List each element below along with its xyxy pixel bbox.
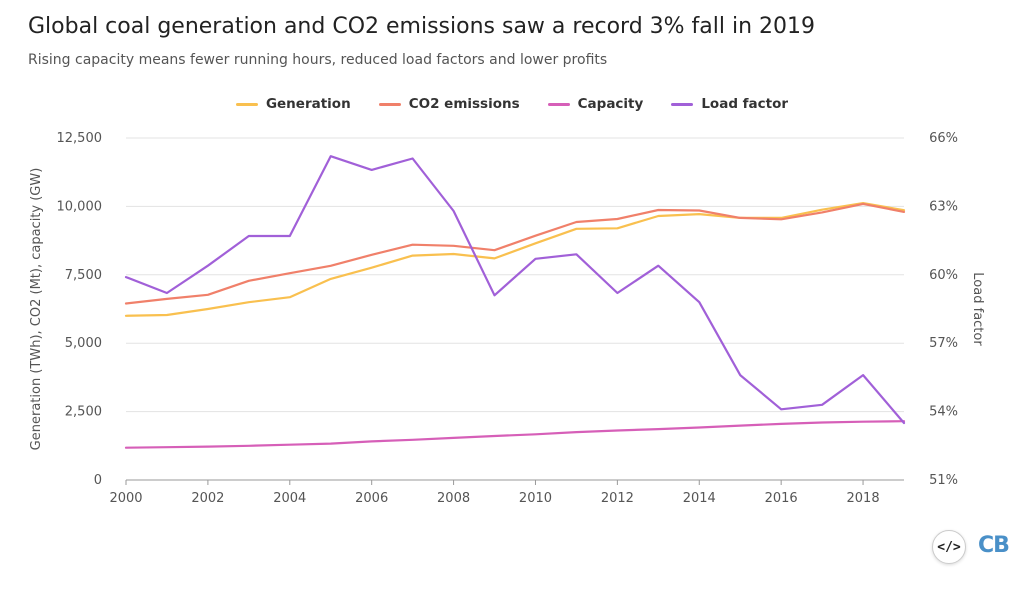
- x-tick-label: 2018: [847, 491, 880, 506]
- legend-label-co2-emissions: CO2 emissions: [408, 96, 520, 112]
- legend-swatch-co2-emissions: [378, 102, 401, 106]
- y-tick-label-right: 60%: [929, 268, 958, 283]
- y-tick-label-left: 0: [94, 473, 102, 488]
- series-line-co2-emissions[interactable]: [124, 202, 906, 305]
- legend-item-generation[interactable]: Generation: [235, 96, 351, 112]
- x-tick-label: 2012: [601, 491, 634, 506]
- chart-legend: Generation CO2 emissions Capacity Load f…: [0, 96, 1024, 112]
- chart-title: Global coal generation and CO2 emissions…: [28, 14, 816, 39]
- x-tick-label: 2000: [109, 491, 142, 506]
- y-axis-right-title: Load factor: [970, 272, 985, 346]
- axis-layer: 0 51% 2,500 54% 5,000 57% 7,500 60% 10,000 63% 12,…: [57, 131, 959, 506]
- grid-layer: [126, 137, 904, 481]
- chart-subtitle: Rising capacity means fewer running hour…: [28, 52, 608, 68]
- legend-item-capacity[interactable]: Capacity: [547, 96, 644, 112]
- x-tick-label: 2010: [519, 491, 552, 506]
- series-line-capacity[interactable]: [124, 420, 906, 449]
- series-layer: [124, 155, 906, 449]
- legend-item-co2-emissions[interactable]: CO2 emissions: [378, 96, 520, 112]
- series-line-generation[interactable]: [124, 202, 906, 317]
- series-line-load-factor[interactable]: [124, 155, 906, 425]
- x-tick-label: 2004: [273, 491, 306, 506]
- embed-code-icon[interactable]: </>: [932, 530, 966, 564]
- y-tick-label-right: 66%: [929, 131, 958, 146]
- legend-label-capacity: Capacity: [577, 96, 644, 112]
- x-tick-label: 2002: [191, 491, 224, 506]
- carbonbrief-logo: CB: [978, 533, 1010, 558]
- y-tick-label-right: 54%: [929, 405, 958, 420]
- legend-swatch-load-factor: [671, 102, 694, 106]
- legend-label-load-factor: Load factor: [701, 96, 789, 112]
- y-tick-label-left: 5,000: [65, 336, 102, 351]
- y-tick-label-left: 2,500: [65, 405, 102, 420]
- legend-swatch-capacity: [547, 102, 570, 106]
- y-axis-left-title: Generation (TWh), CO2 (Mt), capacity (GW…: [29, 168, 44, 451]
- y-tick-label-left: 7,500: [65, 268, 102, 283]
- x-tick-label: 2014: [683, 491, 716, 506]
- x-tick-label: 2008: [437, 491, 470, 506]
- y-tick-label-right: 51%: [929, 473, 958, 488]
- y-tick-label-left: 12,500: [57, 131, 103, 146]
- x-tick-label: 2016: [765, 491, 798, 506]
- legend-item-load-factor[interactable]: Load factor: [671, 96, 788, 112]
- y-tick-label-right: 57%: [929, 336, 958, 351]
- y-tick-label-right: 63%: [929, 199, 958, 214]
- x-tick-label: 2006: [355, 491, 388, 506]
- y-tick-label-left: 10,000: [57, 199, 103, 214]
- legend-swatch-generation: [235, 102, 258, 106]
- legend-label-generation: Generation: [265, 96, 351, 112]
